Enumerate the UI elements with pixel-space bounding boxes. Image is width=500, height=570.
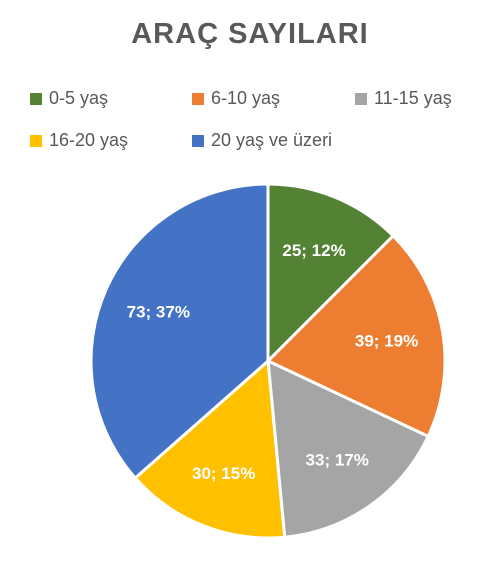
legend-item-11-15: 11-15 yaş [355, 88, 452, 109]
legend-label-11-15: 11-15 yaş [374, 88, 452, 108]
legend-label-20-plus: 20 yaş ve üzeri [211, 130, 333, 150]
data-label-11-15: 33; 17% [306, 450, 369, 469]
pie-slice-0-5 [266, 182, 396, 365]
legend-item-0-5: 0-5 yaş [30, 88, 108, 109]
data-label-20-plus: 73; 37% [127, 302, 190, 321]
legend-item-16-20: 16-20 yaş [30, 130, 128, 151]
legend-item-6-10: 6-10 yaş [192, 88, 280, 109]
pie-slice-6-10 [265, 233, 447, 439]
legend-label-6-10: 6-10 yaş [211, 88, 281, 108]
legend-label-0-5: 0-5 yaş [49, 88, 109, 108]
pie-slice-11-15 [266, 358, 431, 539]
pie-slice-16-20 [133, 357, 287, 540]
chart-title: ARAÇ SAYILARI [131, 18, 369, 50]
legend-swatch-20-plus [192, 134, 204, 147]
data-label-6-10: 39; 19% [355, 331, 418, 350]
legend-label-16-20: 16-20 yaş [49, 130, 129, 150]
legend-item-20-plus: 20 yaş ve üzeri [192, 130, 332, 151]
legend-swatch-0-5 [30, 92, 42, 105]
pie-slice-20-plus [89, 182, 270, 481]
legend-swatch-6-10 [192, 92, 204, 105]
legend-swatch-11-15 [355, 92, 367, 105]
data-label-16-20: 30; 15% [192, 464, 255, 483]
chart-legend: 0-5 yaş 6-10 yaş 11-15 yaş 16-20 yaş 20 … [0, 0, 500, 170]
data-label-0-5: 25; 12% [282, 241, 345, 260]
legend-swatch-16-20 [30, 134, 42, 147]
